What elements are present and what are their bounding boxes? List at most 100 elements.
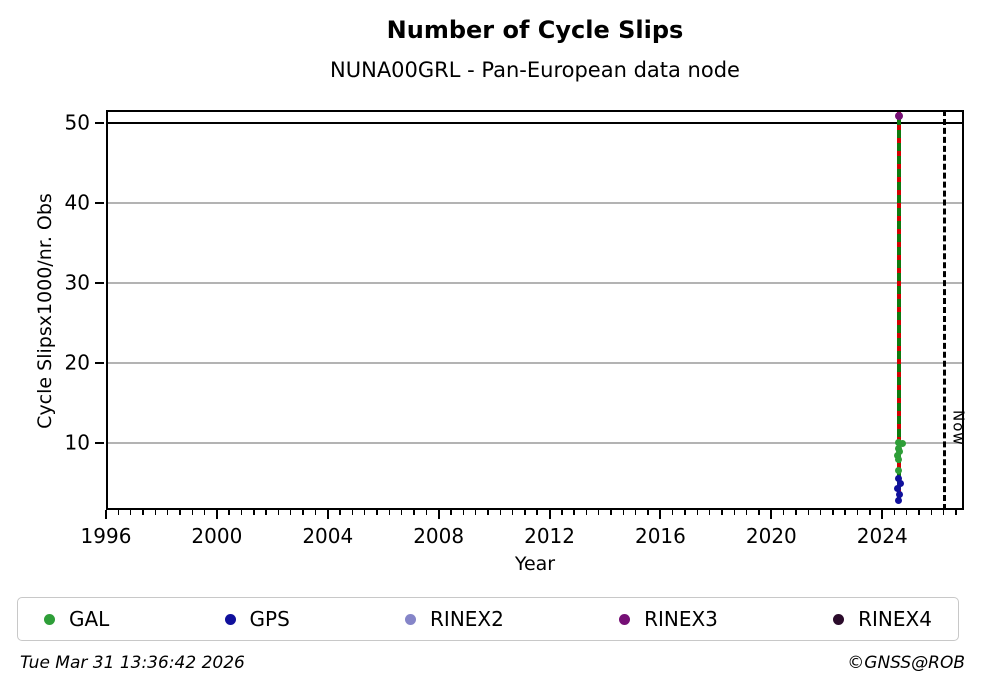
x-minor-tick [819, 510, 822, 515]
x-minor-tick [795, 510, 797, 515]
legend-label-rinex2: RINEX2 [430, 607, 504, 631]
plot-area: 10 20 30 40 50 1996 2000 2004 2008 2012 2016 2020 20… [65, 110, 968, 548]
gridline-y30 [106, 281, 964, 284]
footer: Tue Mar 31 13:36:42 2026 ©GNSS@ROB [20, 653, 965, 673]
x-minor-tick [918, 510, 920, 515]
legend-dot-rinex3 [619, 613, 631, 625]
x-minor-tick [474, 510, 477, 515]
data-point-rinex3 [894, 112, 903, 121]
x-minor-tick [561, 510, 563, 515]
x-minor-tick [487, 510, 489, 515]
x-minor-tick [906, 510, 908, 515]
x-minor-tick [277, 510, 280, 515]
x-minor-tick [869, 510, 871, 515]
x-minor-tick [844, 510, 846, 515]
x-minor-tick [585, 510, 588, 515]
chart-title: Number of Cycle Slips [386, 16, 684, 44]
x-tick-mark [326, 510, 329, 519]
data-point-gps [896, 480, 904, 488]
x-minor-tick [265, 510, 267, 515]
legend-item-gps: GPS [224, 607, 290, 631]
x-minor-tick [117, 510, 119, 515]
x-minor-tick [129, 510, 132, 515]
x-minor-tick [930, 510, 933, 515]
footer-timestamp: Tue Mar 31 13:36:42 2026 [20, 653, 245, 673]
x-minor-tick [524, 510, 526, 515]
x-minor-tick [635, 510, 637, 515]
x-minor-tick [684, 510, 686, 515]
x-axis-label: Year [514, 553, 556, 575]
data-point-gps [895, 475, 903, 483]
x-minor-tick [462, 510, 464, 515]
y-tick-label: 10 [64, 430, 90, 455]
x-minor-tick [425, 510, 427, 515]
x-minor-tick [598, 510, 600, 515]
legend-dot-rinex2 [405, 613, 417, 625]
x-minor-tick [191, 510, 193, 515]
x-minor-tick [302, 510, 304, 515]
legend-dot-rinex4 [833, 613, 845, 625]
x-minor-tick [240, 510, 243, 515]
x-minor-tick [499, 510, 501, 515]
x-minor-tick [400, 510, 403, 515]
x-tick-mark [437, 510, 440, 519]
data-point-gal [894, 452, 902, 460]
x-minor-tick [622, 510, 625, 515]
x-tick-mark [659, 510, 662, 519]
y-tick-label: 30 [64, 270, 90, 295]
legend-label-rinex3: RINEX3 [644, 607, 718, 631]
x-tick-label: 2016 [634, 524, 686, 548]
x-minor-tick [721, 510, 723, 515]
x-minor-tick [203, 510, 206, 515]
x-minor-tick [536, 510, 538, 515]
x-minor-tick [647, 510, 649, 515]
x-minor-tick [943, 510, 945, 515]
x-tick-label: 2000 [191, 524, 243, 548]
x-tick-mark [881, 510, 884, 519]
x-minor-tick [388, 510, 391, 515]
x-minor-tick [351, 510, 354, 515]
x-tick-mark [770, 510, 773, 519]
x-tick-label: 2004 [302, 524, 354, 548]
data-point-gal [895, 466, 903, 474]
data-point-gal [895, 456, 903, 464]
gridline-y20 [106, 361, 964, 364]
x-minor-tick [807, 510, 809, 515]
legend-label-gal: GAL [69, 607, 110, 631]
x-minor-tick [832, 510, 834, 515]
y-tick-mark [95, 281, 104, 284]
x-minor-tick [672, 510, 674, 515]
legend-item-rinex2: RINEX2 [405, 607, 504, 631]
x-minor-tick [166, 510, 169, 515]
x-tick-label: 2020 [745, 524, 797, 548]
y-tick-label: 40 [64, 190, 90, 215]
x-minor-tick [745, 510, 748, 515]
x-minor-tick [314, 510, 317, 515]
footer-credit: ©GNSS@ROB [847, 653, 965, 673]
y-tick-mark [95, 121, 104, 124]
threshold-line-50 [106, 121, 964, 124]
x-tick-label: 1996 [80, 524, 132, 548]
legend: GAL GPS RINEX2 RINEX3 RINEX4 [17, 597, 959, 641]
legend-dot-gps [224, 613, 236, 625]
x-tick-label: 2012 [524, 524, 575, 548]
x-minor-tick [413, 510, 415, 515]
x-minor-tick [228, 510, 230, 515]
y-axis-label: Cycle Slipsx1000/nr. Obs [34, 193, 56, 429]
x-minor-tick [179, 510, 181, 515]
x-minor-tick [708, 510, 711, 515]
x-tick-mark [215, 510, 218, 519]
x-tick-mark [105, 510, 107, 519]
plot-frame [106, 110, 964, 510]
x-minor-tick [573, 510, 575, 515]
now-line [943, 110, 947, 510]
x-minor-tick [450, 510, 452, 515]
y-tick-label: 50 [64, 110, 90, 135]
legend-item-rinex3: RINEX3 [619, 607, 718, 631]
legend-label-gps: GPS [249, 607, 290, 631]
legend-item-rinex4: RINEX4 [833, 607, 932, 631]
x-minor-tick [154, 510, 156, 515]
y-tick-label: 20 [64, 350, 90, 375]
x-minor-tick [339, 510, 341, 515]
